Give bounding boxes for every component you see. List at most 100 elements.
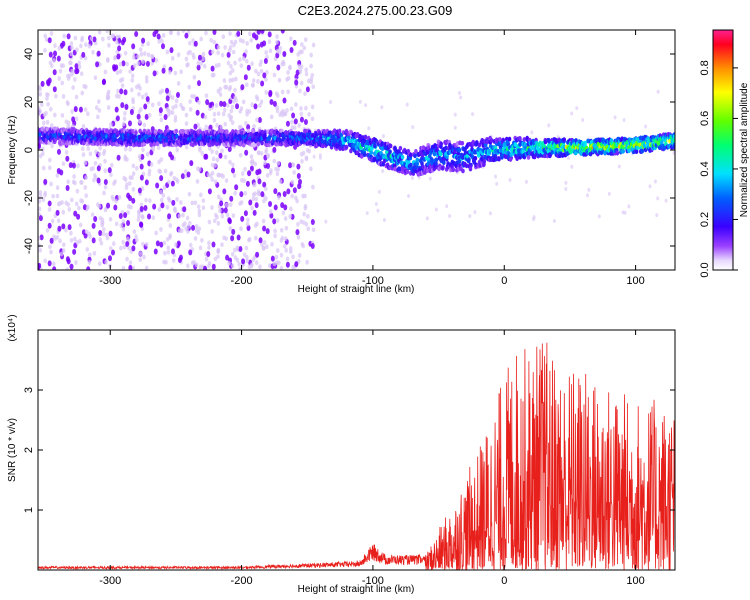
spectrogram-ridge-point — [405, 169, 410, 175]
spectrogram-noise-point — [117, 194, 122, 200]
spectrogram-noise-point — [131, 43, 136, 50]
spectrogram-noise-point — [229, 108, 234, 114]
spectrogram-noise-point — [211, 263, 216, 270]
spectrogram-noise-point — [216, 254, 220, 260]
spectrogram-noise-point — [132, 63, 137, 69]
spectrogram-noise-point — [146, 52, 151, 58]
spectrogram-ridge-point — [344, 144, 349, 150]
spectrogram-noise-point — [79, 71, 84, 77]
spectrogram-noise-point — [88, 234, 92, 239]
spectrogram-noise-point — [118, 78, 123, 83]
spectrogram-noise-point — [165, 236, 170, 242]
spectrogram-noise-point — [53, 50, 58, 57]
spectrogram-ridge-point — [461, 168, 465, 174]
spectrogram-noise-point — [617, 164, 621, 169]
spectrogram-noise-point — [200, 150, 204, 156]
spectrogram-noise-point — [570, 164, 574, 169]
spectrogram-noise-point — [45, 119, 50, 125]
spectrogram-noise-point — [204, 124, 209, 130]
spectrogram-noise-point — [65, 267, 69, 270]
spectrogram-ridge-point — [260, 140, 264, 146]
spectrogram-noise-point — [267, 263, 272, 269]
spectrogram-noise-point — [245, 221, 250, 227]
spectrogram-noise-point — [157, 101, 161, 107]
spectrogram-noise-point — [176, 52, 181, 58]
spectrogram-noise-point — [107, 35, 111, 41]
spectrogram-noise-point — [210, 49, 215, 55]
spectrogram-noise-point — [69, 51, 74, 57]
spectrogram-noise-point — [113, 204, 118, 211]
spectrogram-noise-point — [198, 245, 203, 251]
spectrogram-noise-point — [232, 247, 237, 253]
spectrogram-noise-point — [121, 121, 126, 127]
spectrogram-noise-point — [239, 191, 244, 198]
spectrogram-noise-point — [250, 262, 254, 268]
spectrogram-noise-point — [268, 48, 273, 54]
spectrogram-noise-point — [228, 226, 233, 231]
spectrogram-noise-point — [255, 251, 260, 258]
spectrogram-noise-point — [672, 150, 675, 155]
spectrogram-noise-point — [238, 37, 243, 43]
spectrogram-noise-point — [66, 73, 70, 79]
spectrogram-noise-point — [278, 112, 282, 118]
spectrogram-noise-point — [256, 79, 260, 84]
spectrogram-noise-point — [199, 36, 203, 42]
spectrogram-noise-point — [175, 92, 180, 99]
spectrogram-noise-point — [182, 206, 187, 213]
spectrogram-noise-point — [238, 267, 242, 270]
spectrogram-noise-point — [280, 89, 285, 95]
spectrogram-noise-point — [108, 246, 113, 251]
figure-title: C2E3.2024.275.00.23.G09 — [298, 3, 453, 18]
spectrogram-noise-point — [302, 45, 307, 51]
spectrogram-noise-point — [247, 109, 252, 114]
spectrogram-noise-point — [305, 86, 310, 93]
spectrogram-ridge-point — [155, 141, 160, 147]
spectrogram-noise-point — [250, 205, 254, 211]
spectrogram-noise-point — [262, 181, 267, 188]
spectrogram-noise-point — [237, 261, 242, 267]
spectrogram-noise-point — [264, 50, 268, 55]
spectrogram-noise-point — [283, 216, 288, 221]
spectrogram-ridge-point — [485, 139, 490, 145]
spectrogram-ridge-point — [562, 137, 567, 143]
spectrogram-noise-point — [121, 219, 126, 224]
spectrogram-noise-point — [181, 106, 186, 112]
spectrogram-noise-point — [96, 177, 101, 184]
spectrogram-ridge-point — [466, 158, 471, 164]
spectrogram-noise-point — [265, 70, 269, 75]
spectrogram-noise-point — [239, 106, 244, 111]
spectrogram-noise-point — [219, 100, 224, 107]
spectrogram-noise-point — [581, 118, 585, 123]
spectrogram-noise-point — [149, 162, 154, 167]
spectrogram-noise-point — [56, 167, 61, 174]
spectrogram-noise-point — [564, 180, 568, 185]
spectrogram-noise-point — [130, 73, 135, 79]
spectrogram-noise-point — [263, 58, 268, 65]
spectrogram-noise-point — [43, 192, 47, 198]
spectrogram-noise-point — [216, 247, 221, 253]
x-tick-label: 0 — [501, 275, 507, 287]
spectrogram-noise-point — [80, 198, 85, 204]
spectrogram-noise-point — [236, 30, 241, 37]
spectrogram-noise-point — [264, 149, 268, 155]
spectrogram-noise-point — [151, 215, 156, 221]
spectrogram-noise-point — [118, 213, 123, 220]
spectrogram-noise-point — [233, 39, 238, 45]
spectrogram-noise-point — [227, 217, 232, 224]
x-tick-label: 100 — [626, 275, 644, 287]
spectrogram-noise-point — [374, 202, 378, 207]
spectrogram-noise-point — [202, 63, 207, 69]
spectrogram-noise-point — [275, 39, 279, 45]
spectrogram-noise-point — [267, 39, 272, 45]
spectrogram-noise-point — [210, 170, 215, 176]
spectrogram-noise-point — [55, 193, 60, 199]
spectrogram-noise-point — [183, 221, 187, 226]
spectrogram-ridge-point — [507, 136, 512, 142]
spectrogram-noise-point — [299, 106, 303, 111]
spectrogram-noise-point — [60, 200, 64, 205]
spectrogram-noise-point — [38, 206, 42, 212]
spectrogram-noise-point — [61, 209, 66, 215]
spectrogram-noise-point — [105, 30, 110, 34]
spectrogram-noise-point — [215, 157, 220, 163]
spectrogram-noise-point — [73, 210, 78, 217]
